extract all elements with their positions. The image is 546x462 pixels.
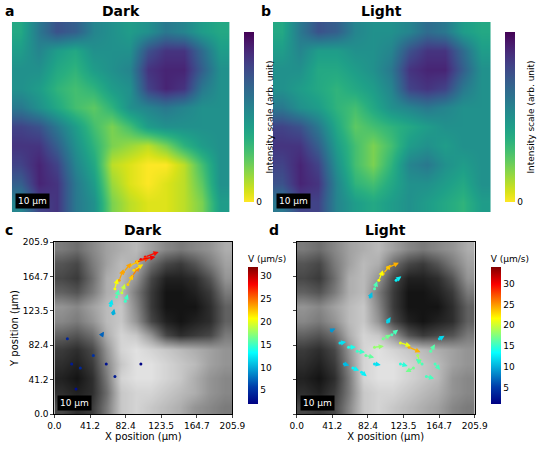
svg-text:30: 30 xyxy=(260,271,272,281)
svg-text:0: 0 xyxy=(517,197,523,207)
svg-text:20: 20 xyxy=(503,320,515,330)
svg-text:25: 25 xyxy=(503,300,514,310)
svg-text:X position (μm): X position (μm) xyxy=(347,431,424,442)
svg-text:Light: Light xyxy=(361,3,402,19)
svg-text:164.7: 164.7 xyxy=(23,272,49,282)
svg-text:41.2: 41.2 xyxy=(80,421,100,431)
svg-text:d: d xyxy=(269,222,279,238)
svg-text:30: 30 xyxy=(503,279,515,289)
svg-text:15: 15 xyxy=(503,341,514,351)
svg-text:0.0: 0.0 xyxy=(290,421,305,431)
svg-text:20: 20 xyxy=(260,317,272,327)
svg-text:Dark: Dark xyxy=(102,3,140,19)
svg-text:V (μm/s): V (μm/s) xyxy=(248,254,286,264)
svg-text:Dark: Dark xyxy=(124,222,162,238)
svg-text:X position (μm): X position (μm) xyxy=(105,431,182,442)
svg-text:10 μm: 10 μm xyxy=(303,398,332,408)
svg-text:10: 10 xyxy=(503,362,515,372)
svg-text:Y position (μm): Y position (μm) xyxy=(9,290,20,367)
svg-text:Intensity scale (arb. unit): Intensity scale (arb. unit) xyxy=(265,60,275,173)
svg-text:5: 5 xyxy=(260,385,266,395)
svg-text:15: 15 xyxy=(260,340,271,350)
svg-text:82.4: 82.4 xyxy=(29,340,49,350)
svg-text:25: 25 xyxy=(260,294,271,304)
svg-text:10: 10 xyxy=(260,363,272,373)
svg-text:Intensity scale (arb. unit): Intensity scale (arb. unit) xyxy=(526,60,536,173)
svg-text:205.9: 205.9 xyxy=(23,237,49,247)
svg-text:164.7: 164.7 xyxy=(184,421,210,431)
svg-text:41.2: 41.2 xyxy=(29,375,49,385)
svg-text:Light: Light xyxy=(365,222,406,238)
svg-text:5: 5 xyxy=(503,383,509,393)
svg-text:41.2: 41.2 xyxy=(322,421,342,431)
svg-text:123.5: 123.5 xyxy=(391,421,417,431)
svg-text:123.5: 123.5 xyxy=(148,421,174,431)
svg-text:a: a xyxy=(5,3,14,19)
svg-text:V (μm/s): V (μm/s) xyxy=(491,254,529,264)
svg-text:123.5: 123.5 xyxy=(23,306,49,316)
svg-text:10 μm: 10 μm xyxy=(279,196,308,206)
svg-text:82.4: 82.4 xyxy=(358,421,378,431)
svg-text:10 μm: 10 μm xyxy=(18,196,47,206)
svg-text:164.7: 164.7 xyxy=(426,421,452,431)
svg-text:0.0: 0.0 xyxy=(34,409,49,419)
svg-text:c: c xyxy=(5,222,13,238)
svg-text:10 μm: 10 μm xyxy=(60,398,89,408)
svg-text:205.9: 205.9 xyxy=(462,421,488,431)
svg-text:0.0: 0.0 xyxy=(47,421,62,431)
svg-text:82.4: 82.4 xyxy=(116,421,136,431)
svg-text:0: 0 xyxy=(256,197,262,207)
svg-text:b: b xyxy=(261,3,271,19)
svg-text:205.9: 205.9 xyxy=(220,421,246,431)
